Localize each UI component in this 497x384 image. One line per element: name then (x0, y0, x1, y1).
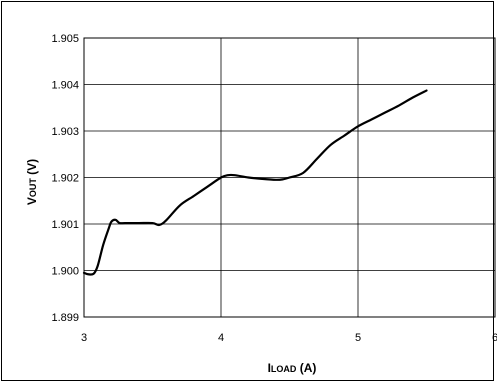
y-tick-label: 1.905 (51, 33, 79, 45)
x-axis-title-sub: LOAD (271, 364, 297, 374)
x-tick-label: 4 (218, 332, 224, 344)
y-axis-title-main: V (25, 197, 39, 205)
y-tick-labels: 1.899 1.900 1.901 1.902 1.903 1.904 1.905 (51, 33, 79, 324)
y-tick-label: 1.899 (51, 312, 79, 324)
plot-area (83, 37, 496, 318)
y-axis-title-unit: (V) (25, 159, 39, 178)
x-tick-label: 5 (355, 332, 361, 344)
series-line (82, 89, 428, 276)
x-axis-title: ILOAD (A) (268, 361, 317, 375)
x-tick-label: 3 (81, 332, 87, 344)
x-tick-labels: 3 4 5 6 (81, 332, 497, 344)
y-axis-title-sub: OUT (28, 178, 38, 198)
y-tick-label: 1.900 (51, 266, 79, 278)
y-tick-label: 1.903 (51, 126, 79, 138)
y-tick-label: 1.901 (51, 219, 79, 231)
x-axis-title-main: I (268, 361, 271, 375)
y-tick-label: 1.904 (51, 80, 79, 92)
y-tick-label: 1.902 (51, 173, 79, 185)
x-axis-title-unit: (A) (296, 361, 316, 375)
y-axis-title: VOUT (V) (25, 159, 39, 205)
x-tick-label: 6 (492, 332, 497, 344)
